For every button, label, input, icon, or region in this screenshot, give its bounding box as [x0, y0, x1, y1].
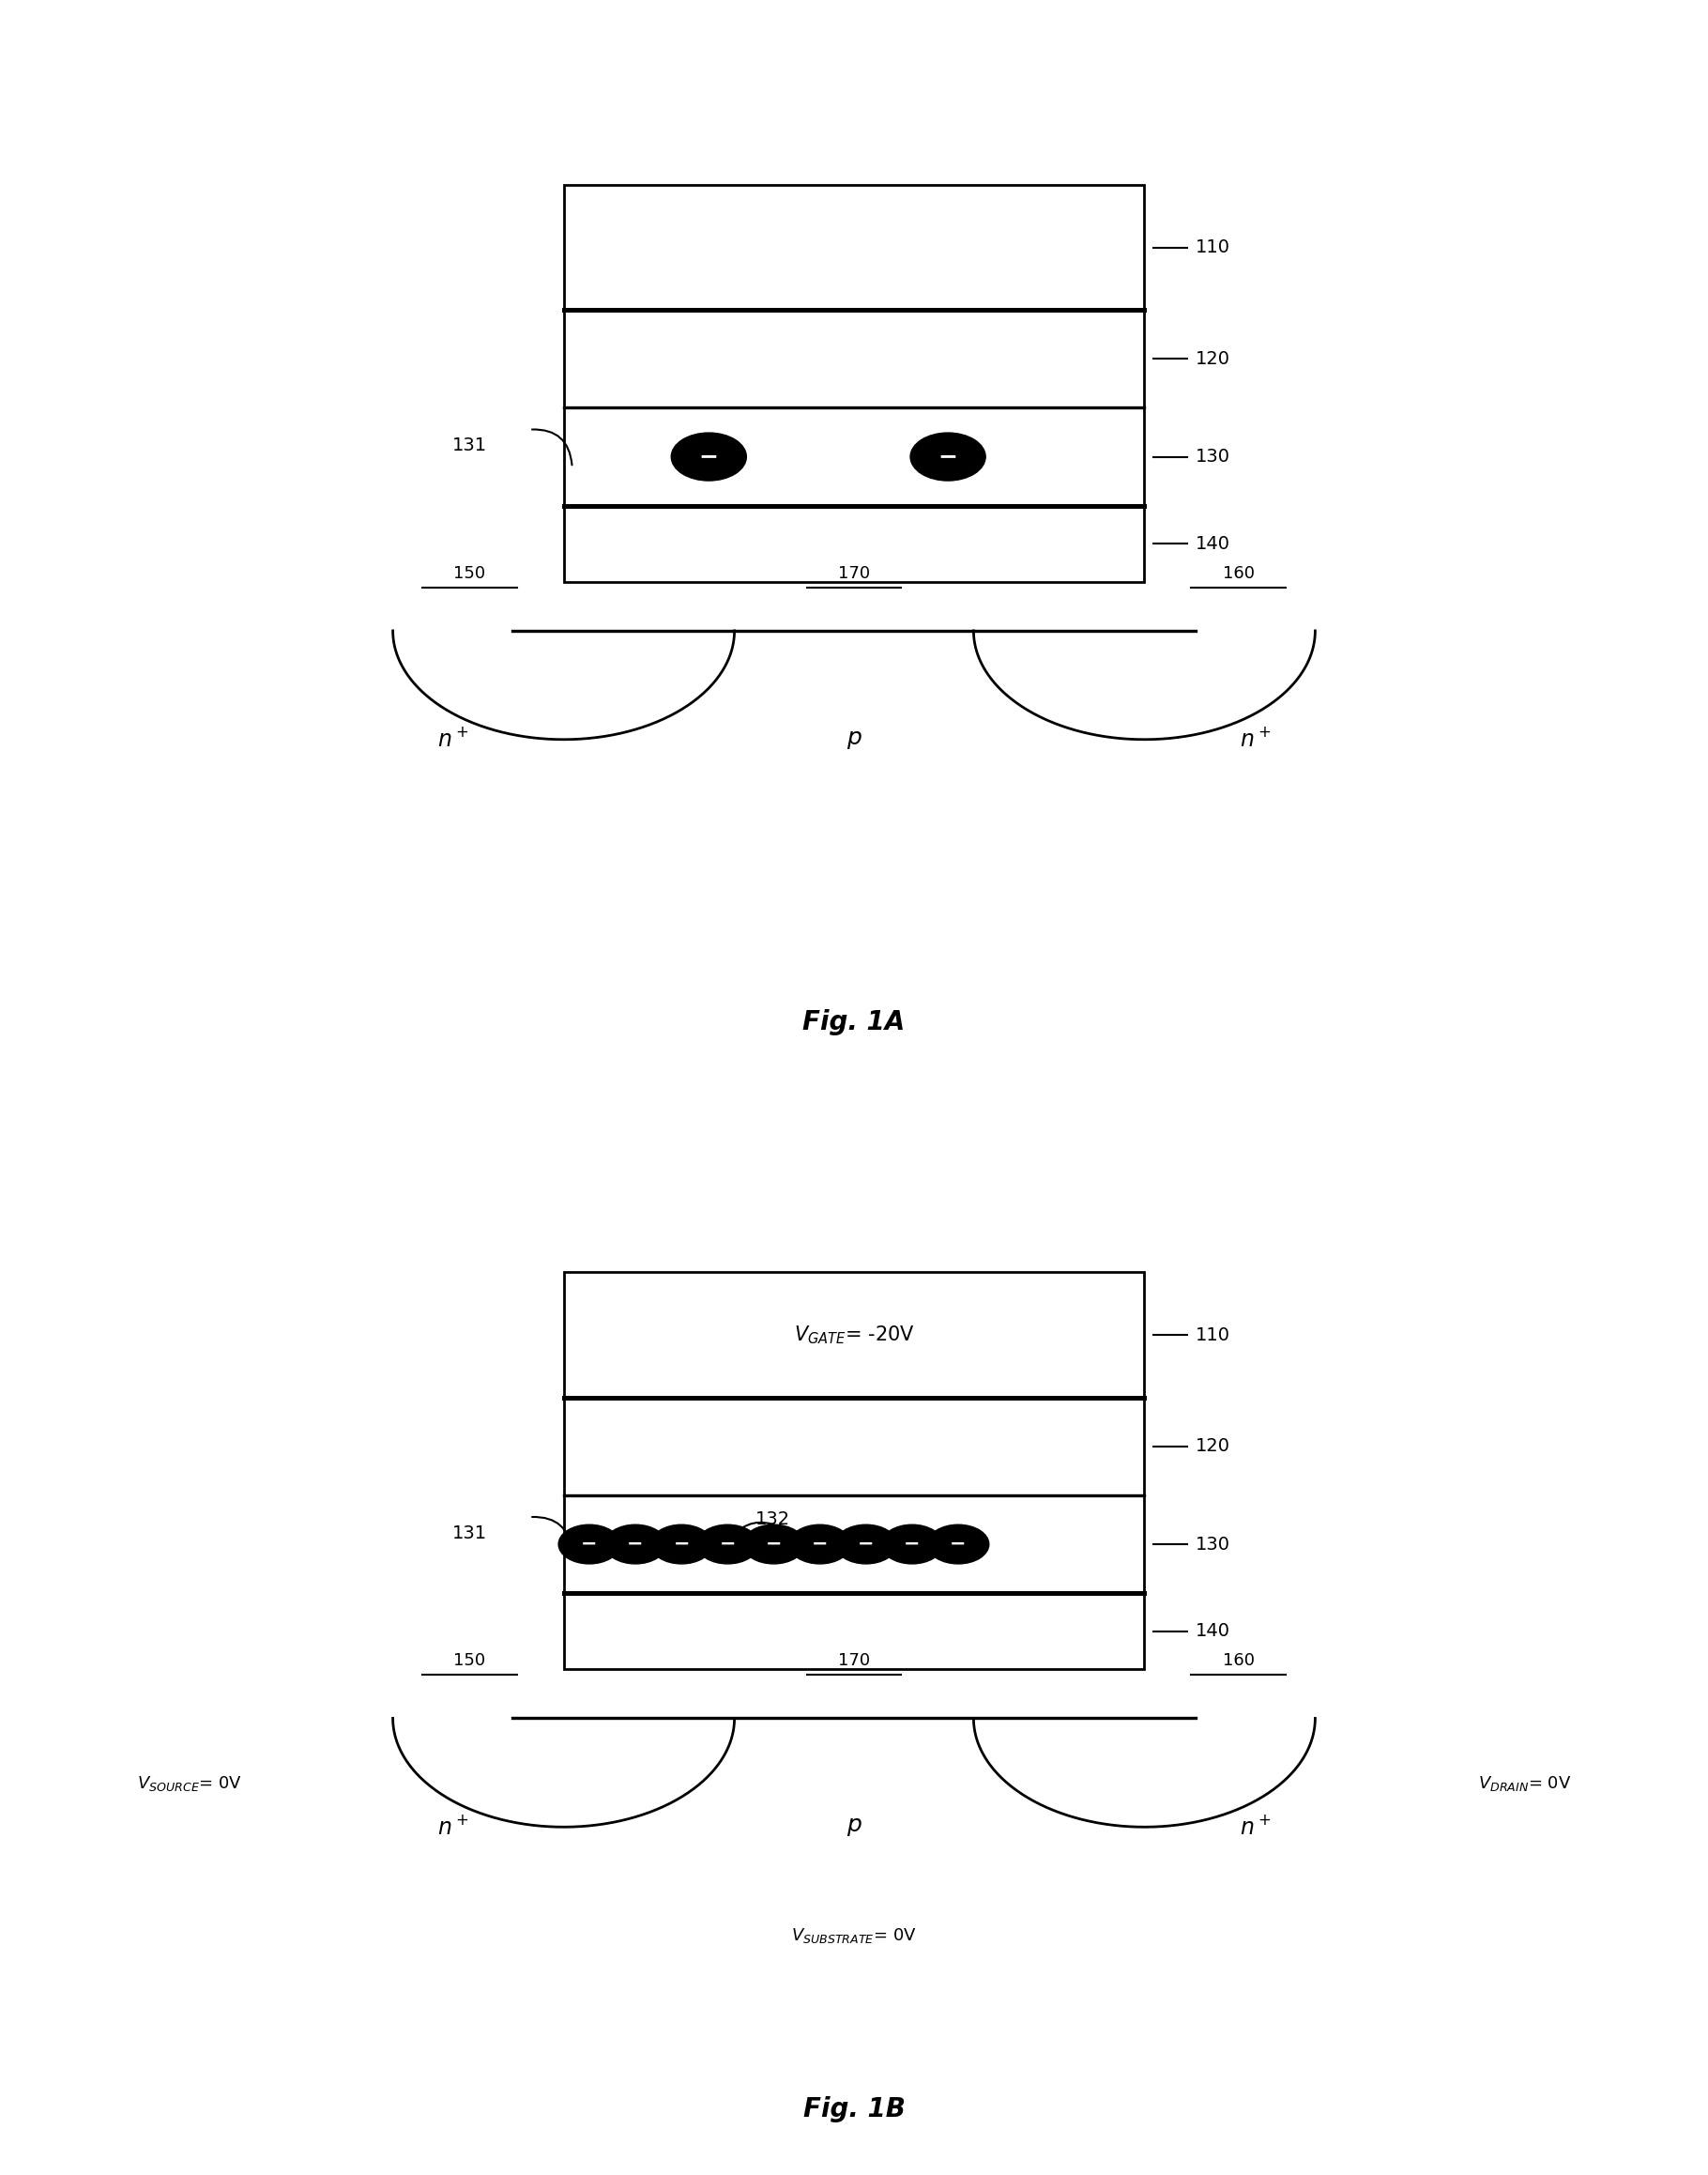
Text: −: −	[950, 1536, 967, 1553]
Circle shape	[835, 1525, 897, 1564]
Circle shape	[910, 433, 986, 481]
Text: 170: 170	[839, 1653, 869, 1670]
Circle shape	[743, 1525, 804, 1564]
Text: 120: 120	[1196, 1438, 1230, 1455]
Text: Fig. 1B: Fig. 1B	[803, 2097, 905, 2123]
Text: −: −	[765, 1536, 782, 1553]
Text: 140: 140	[1196, 535, 1230, 552]
Text: $n^+$: $n^+$	[1240, 1816, 1271, 1838]
Text: $n^+$: $n^+$	[437, 729, 468, 750]
Text: 132: 132	[755, 1509, 791, 1527]
Circle shape	[789, 1525, 851, 1564]
Text: 110: 110	[1196, 1327, 1230, 1344]
Circle shape	[927, 1525, 989, 1564]
Text: −: −	[904, 1536, 921, 1553]
Text: $n^+$: $n^+$	[437, 1816, 468, 1838]
Text: −: −	[627, 1536, 644, 1553]
Text: −: −	[811, 1536, 828, 1553]
Text: 140: 140	[1196, 1623, 1230, 1640]
Text: −: −	[699, 446, 719, 468]
Text: −: −	[719, 1536, 736, 1553]
Text: −: −	[673, 1536, 690, 1553]
Text: 150: 150	[454, 1653, 485, 1670]
Bar	[564, 185, 1144, 583]
Text: 150: 150	[454, 566, 485, 583]
Text: $V_{DRAIN}$= 0V: $V_{DRAIN}$= 0V	[1477, 1775, 1571, 1792]
Text: 160: 160	[1223, 1653, 1254, 1670]
Circle shape	[671, 433, 746, 481]
Circle shape	[651, 1525, 712, 1564]
Circle shape	[881, 1525, 943, 1564]
Text: −: −	[857, 1536, 874, 1553]
Text: 170: 170	[839, 566, 869, 583]
Text: Fig. 1A: Fig. 1A	[803, 1009, 905, 1035]
Text: 130: 130	[1196, 1536, 1230, 1553]
Text: $p$: $p$	[845, 1816, 863, 1838]
Text: 120: 120	[1196, 350, 1230, 368]
Text: 131: 131	[453, 1525, 487, 1542]
Text: $V_{SUBSTRATE}$= 0V: $V_{SUBSTRATE}$= 0V	[791, 1927, 917, 1944]
Text: 160: 160	[1223, 566, 1254, 583]
Text: 110: 110	[1196, 239, 1230, 257]
Text: $V_{GATE}$= -20V: $V_{GATE}$= -20V	[794, 1325, 914, 1346]
Text: −: −	[938, 446, 958, 468]
Circle shape	[605, 1525, 666, 1564]
Bar	[564, 1272, 1144, 1670]
Text: 131: 131	[453, 437, 487, 455]
Text: 130: 130	[1196, 448, 1230, 465]
Circle shape	[559, 1525, 620, 1564]
Text: $V_{SOURCE}$= 0V: $V_{SOURCE}$= 0V	[137, 1775, 241, 1792]
Text: $p$: $p$	[845, 729, 863, 750]
Text: $n^+$: $n^+$	[1240, 729, 1271, 750]
Text: −: −	[581, 1536, 598, 1553]
Circle shape	[697, 1525, 758, 1564]
